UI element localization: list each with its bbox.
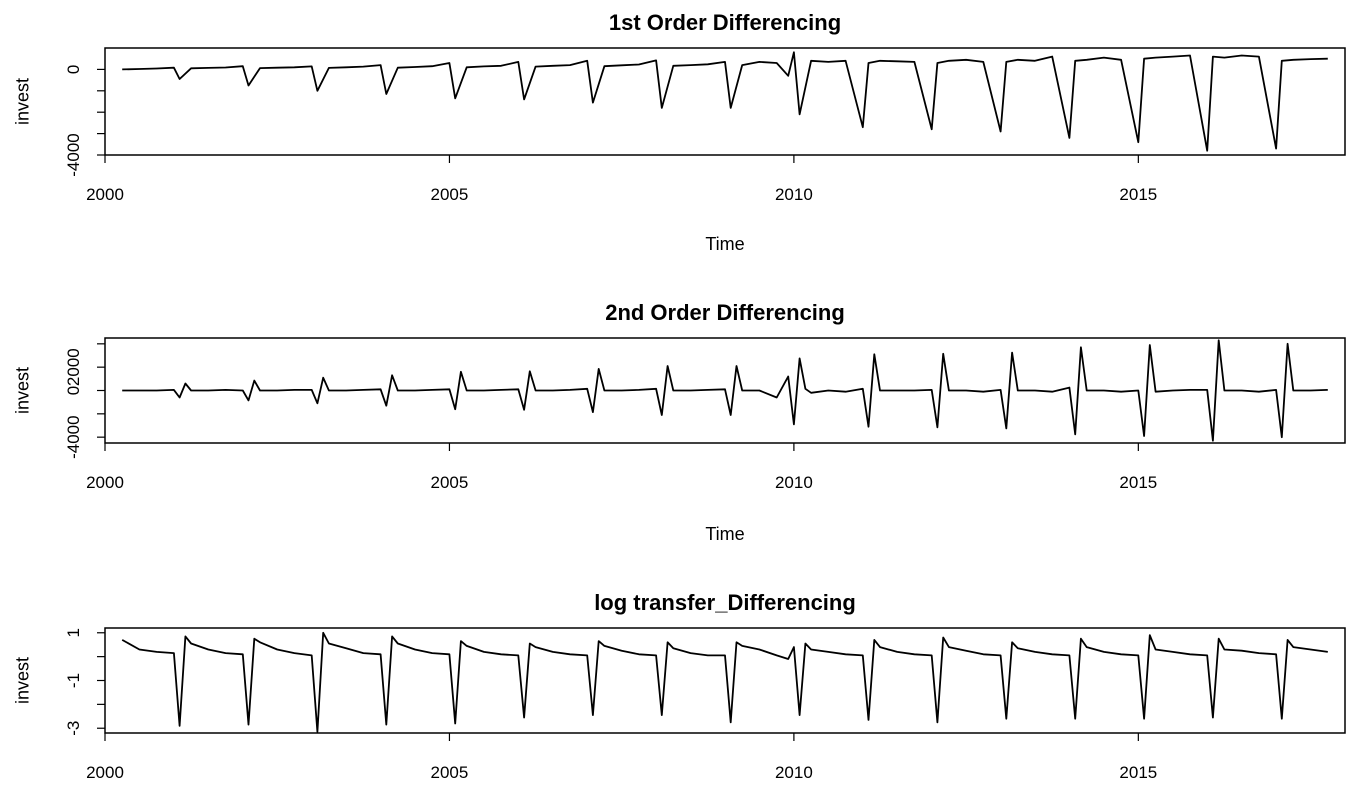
chart-title: 1st Order Differencing bbox=[609, 10, 841, 35]
y-tick-label: -4000 bbox=[64, 133, 83, 176]
x-tick-label: 2005 bbox=[431, 185, 469, 204]
chart-panel-2: 2nd Order Differencing 2000 2005 2010 2015 -4… bbox=[12, 300, 1346, 544]
x-tick-label: 2000 bbox=[86, 185, 124, 204]
x-tick-label: 2000 bbox=[86, 763, 124, 782]
y-tick-label: 0 bbox=[64, 65, 83, 74]
plot-frame bbox=[104, 627, 1346, 734]
x-tick-label: 2010 bbox=[775, 473, 813, 492]
x-tick-label: 2010 bbox=[775, 185, 813, 204]
x-axis-label: Time bbox=[705, 234, 744, 254]
chart-panel-1: 1st Order Differencing 2000 2005 2010 2015 -4… bbox=[12, 10, 1346, 254]
plot-frame bbox=[104, 47, 1346, 156]
x-tick-label: 2015 bbox=[1119, 185, 1157, 204]
series-line bbox=[122, 51, 1328, 152]
chart-panel-3: log transfer_Differencing 2000 2005 2010 201… bbox=[12, 590, 1346, 782]
x-tick-label: 2000 bbox=[86, 473, 124, 492]
y-tick-label: -4000 bbox=[64, 415, 83, 458]
y-axis-label: invest bbox=[12, 657, 32, 704]
y-axis-label: invest bbox=[12, 78, 32, 125]
x-tick-label: 2005 bbox=[431, 473, 469, 492]
x-tick-label: 2010 bbox=[775, 763, 813, 782]
x-axis-label: Time bbox=[705, 524, 744, 544]
series-line bbox=[122, 339, 1328, 442]
y-tick-label: -1 bbox=[64, 673, 83, 688]
y-axis-label: invest bbox=[12, 367, 32, 414]
x-tick-label: 2015 bbox=[1119, 763, 1157, 782]
x-tick-label: 2015 bbox=[1119, 473, 1157, 492]
chart-title: log transfer_Differencing bbox=[594, 590, 856, 615]
chart-title: 2nd Order Differencing bbox=[605, 300, 845, 325]
y-tick-label: -3 bbox=[64, 721, 83, 736]
y-tick-label: 2000 bbox=[64, 348, 83, 386]
series-line bbox=[121, 631, 1328, 733]
y-tick-label: 1 bbox=[64, 628, 83, 637]
x-tick-label: 2005 bbox=[431, 763, 469, 782]
y-tick-label: 0 bbox=[64, 386, 83, 395]
